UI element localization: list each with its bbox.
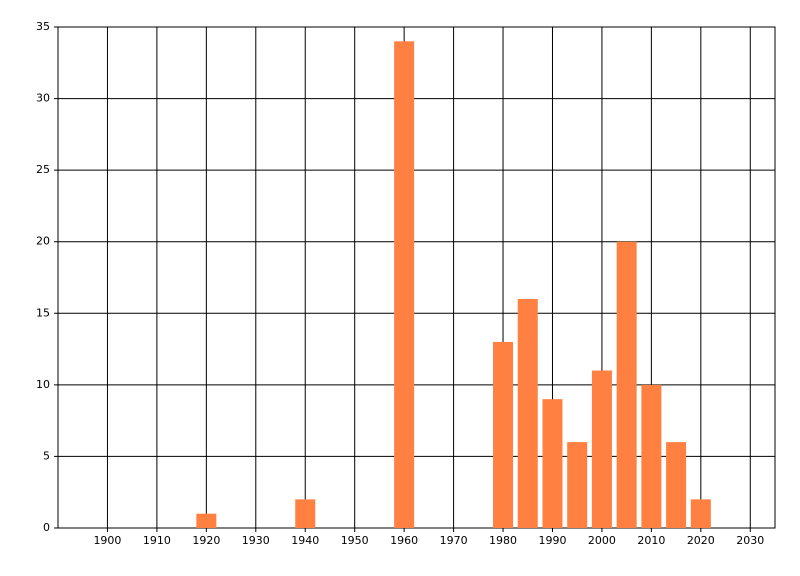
x-tick-label: 1990 bbox=[538, 534, 566, 547]
x-tick-label: 1930 bbox=[242, 534, 270, 547]
bar bbox=[196, 513, 217, 528]
y-tick-label: 10 bbox=[36, 378, 50, 391]
y-tick-label: 30 bbox=[36, 92, 50, 105]
bar bbox=[616, 241, 637, 528]
y-tick-label: 35 bbox=[36, 20, 50, 33]
x-tick-label: 2000 bbox=[588, 534, 616, 547]
y-tick-label: 25 bbox=[36, 163, 50, 176]
x-tick-label: 1920 bbox=[192, 534, 220, 547]
bar bbox=[493, 341, 514, 528]
bar bbox=[295, 499, 316, 528]
y-tick-label: 20 bbox=[36, 235, 50, 248]
bar bbox=[394, 41, 415, 529]
bar bbox=[517, 298, 538, 528]
x-tick-label: 1900 bbox=[93, 534, 121, 547]
y-tick-label: 0 bbox=[43, 521, 50, 534]
x-tick-label: 2020 bbox=[687, 534, 715, 547]
x-tick-label: 1960 bbox=[390, 534, 418, 547]
y-tick-label: 15 bbox=[36, 306, 50, 319]
x-tick-label: 1970 bbox=[440, 534, 468, 547]
y-tick-label: 5 bbox=[43, 449, 50, 462]
bar bbox=[567, 442, 588, 528]
bar bbox=[666, 442, 687, 528]
plot-frame bbox=[57, 26, 776, 529]
bar bbox=[542, 399, 563, 528]
bar bbox=[690, 499, 711, 528]
bar bbox=[591, 370, 612, 528]
x-tick-label: 1950 bbox=[341, 534, 369, 547]
x-tick-label: 2030 bbox=[736, 534, 764, 547]
bar bbox=[641, 384, 662, 528]
x-tick-label: 2010 bbox=[637, 534, 665, 547]
x-tick-label: 1940 bbox=[291, 534, 319, 547]
x-tick-label: 1910 bbox=[143, 534, 171, 547]
x-tick-label: 1980 bbox=[489, 534, 517, 547]
